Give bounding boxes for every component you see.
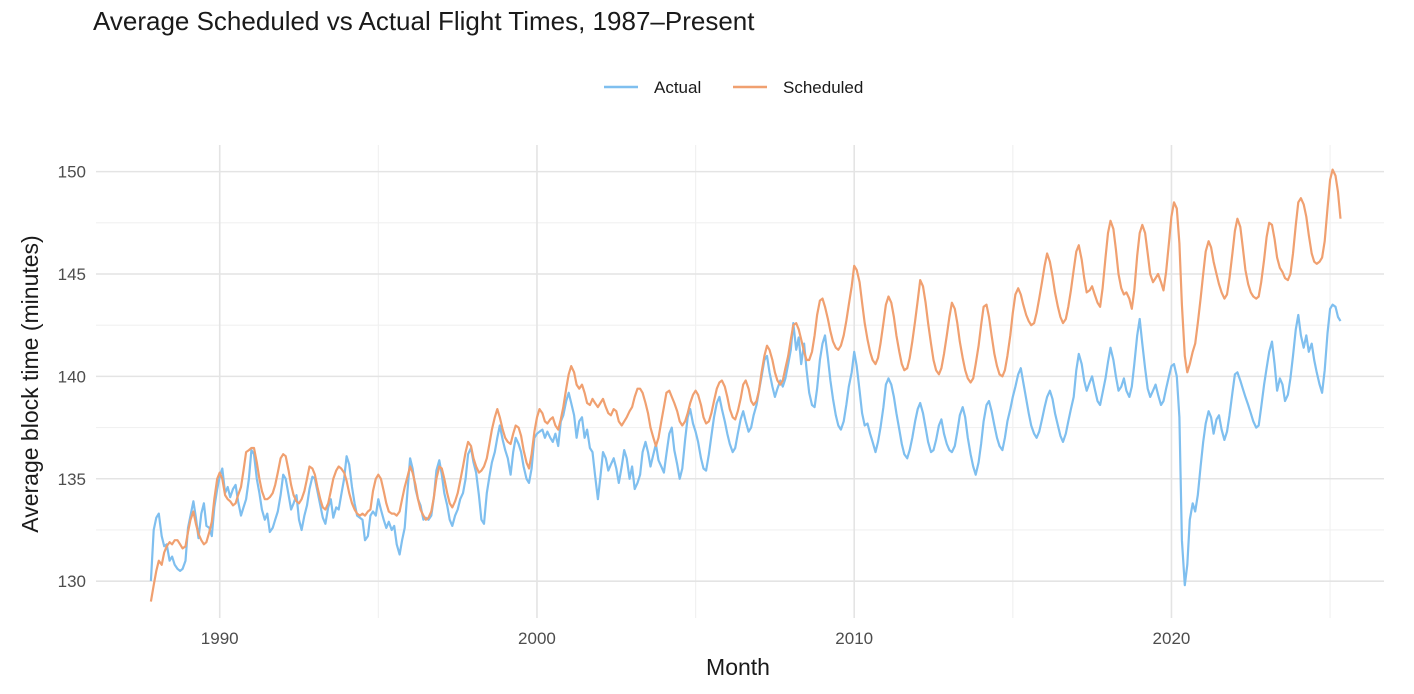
- x-tick-label: 1990: [201, 629, 239, 648]
- x-tick-label: 2010: [835, 629, 873, 648]
- x-tick-label: 2020: [1153, 629, 1191, 648]
- y-tick-label: 150: [58, 163, 86, 182]
- x-tick-label: 2000: [518, 629, 556, 648]
- tick-labels: 1990 2000 2010 2020 130 135 140 145 150: [58, 163, 1191, 648]
- legend-label-scheduled: Scheduled: [783, 78, 863, 97]
- y-axis-title: Average block time (minutes): [17, 235, 43, 532]
- legend: Actual Scheduled: [604, 78, 863, 97]
- x-axis-title: Month: [706, 654, 770, 680]
- y-tick-label: 130: [58, 572, 86, 591]
- chart-title: Average Scheduled vs Actual Flight Times…: [93, 6, 755, 36]
- legend-label-actual: Actual: [654, 78, 701, 97]
- y-tick-label: 135: [58, 470, 86, 489]
- series-line-scheduled: [149, 168, 1342, 602]
- series-layer: [149, 168, 1342, 602]
- series-line-actual: [149, 303, 1342, 587]
- y-tick-label: 145: [58, 265, 86, 284]
- y-tick-label: 140: [58, 367, 86, 386]
- grid: [96, 145, 1384, 618]
